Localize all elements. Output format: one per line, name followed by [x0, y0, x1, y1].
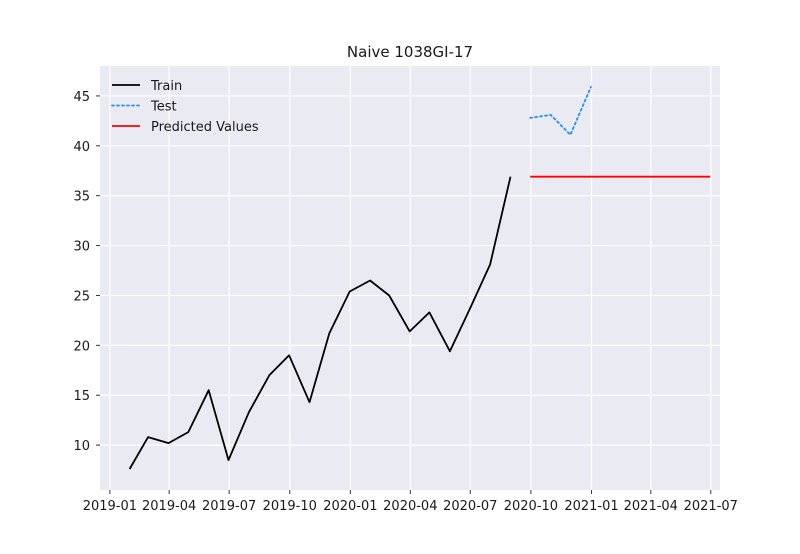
legend-label: Test: [150, 100, 177, 115]
x-tick-label: 2021-01: [564, 499, 618, 514]
legend-label: Train: [150, 79, 182, 94]
y-tick-label: 15: [73, 389, 90, 404]
y-tick-label: 45: [73, 90, 90, 105]
x-tick-label: 2020-07: [443, 499, 497, 514]
legend-label: Predicted Values: [151, 120, 259, 135]
x-tick-label: 2019-04: [142, 499, 196, 514]
y-tick-label: 40: [73, 140, 90, 155]
x-tick-label: 2019-10: [263, 499, 317, 514]
x-tick-label: 2020-10: [504, 499, 558, 514]
x-tick-label: 2019-07: [202, 499, 256, 514]
y-tick-label: 30: [73, 240, 90, 255]
chart-title: Naive 1038GI-17: [347, 43, 473, 61]
y-tick-label: 25: [73, 289, 90, 304]
x-tick-label: 2021-04: [624, 499, 678, 514]
x-tick-label: 2019-01: [83, 499, 137, 514]
x-tick-label: 2021-07: [684, 499, 738, 514]
y-tick-label: 35: [73, 190, 90, 205]
x-tick-label: 2020-01: [323, 499, 377, 514]
x-tick-label: 2020-04: [383, 499, 437, 514]
y-tick-label: 20: [73, 339, 90, 354]
y-tick-label: 10: [73, 439, 90, 454]
